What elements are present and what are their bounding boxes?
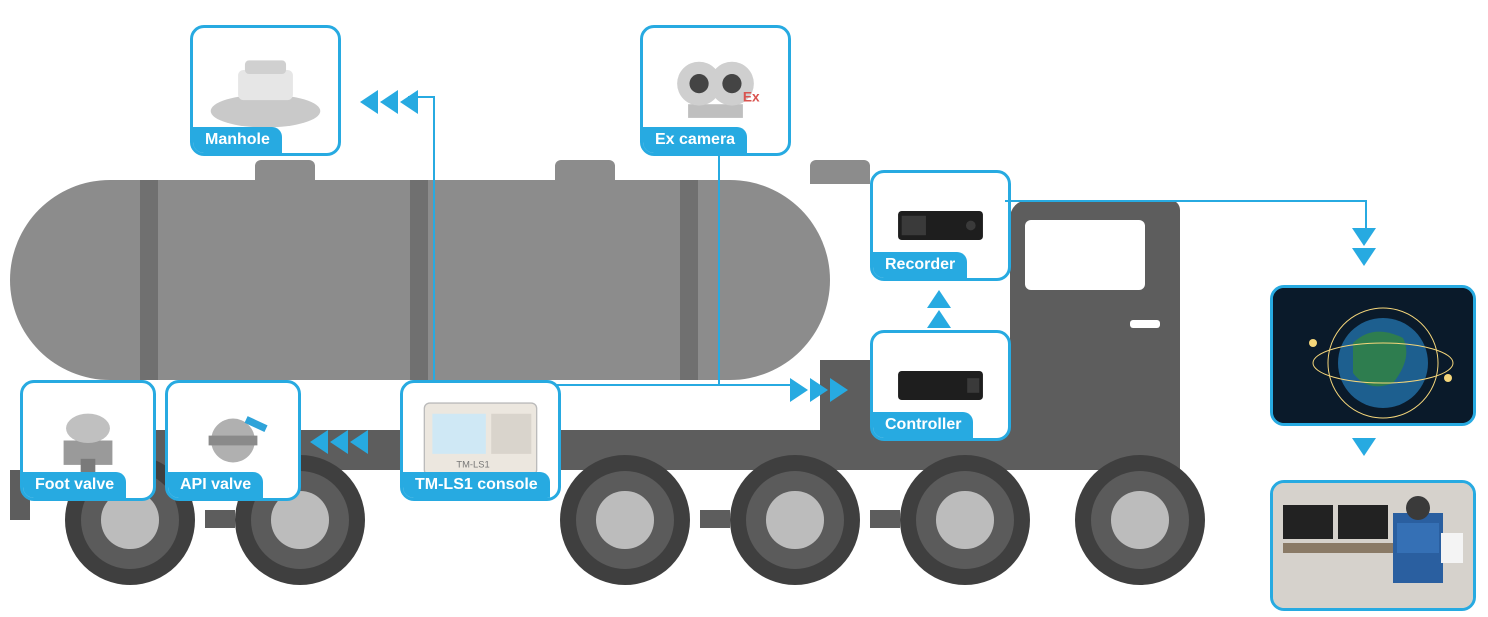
wheel-3 (730, 455, 860, 585)
cab-door-handle (1130, 320, 1160, 328)
connector-recorder-out-h (1005, 200, 1365, 202)
connector-console-to-camera-h (555, 384, 790, 386)
tank-hatch-1 (555, 160, 615, 184)
chevron-left-icon (400, 90, 418, 114)
svg-text:TM-LS1: TM-LS1 (456, 459, 489, 469)
manhole-label: Manhole (193, 127, 282, 153)
console-label: TM-LS1 console (403, 472, 550, 498)
cab-window (1025, 220, 1145, 290)
chevron-down-icon (1352, 248, 1376, 266)
tank-hatch-2 (810, 160, 870, 184)
chevron-down-icon (1352, 228, 1376, 246)
chevron-left-icon (380, 90, 398, 114)
control-station-box (1270, 480, 1476, 611)
satellite-globe-box (1270, 285, 1476, 426)
foot_valve-box: Foot valve (20, 380, 156, 501)
arrow-to-api-console-left (310, 430, 368, 454)
chevron-left-icon (310, 430, 328, 454)
arrow-controller-to-recorder-up (927, 290, 951, 328)
chevron-right-icon (810, 378, 828, 402)
recorder-box: Recorder (870, 170, 1011, 281)
chevron-left-icon (330, 430, 348, 454)
wheel-5 (1075, 455, 1205, 585)
controller-box: Controller (870, 330, 1011, 441)
arrow-globe-to-station-down (1352, 438, 1376, 456)
axle-1 (700, 510, 730, 528)
chevron-down-icon (1352, 438, 1376, 456)
connector-recorder-out-v (1365, 200, 1367, 228)
svg-text:Ex: Ex (743, 89, 760, 104)
recorder-label: Recorder (873, 252, 967, 278)
chevron-up-icon (927, 310, 951, 328)
control-station-icon (1273, 483, 1473, 608)
chevron-up-icon (927, 290, 951, 308)
tank-band-0 (140, 180, 158, 380)
controller-label: Controller (873, 412, 973, 438)
chevron-right-icon (830, 378, 848, 402)
tank-hatch-0 (255, 160, 315, 184)
wheel-4 (900, 455, 1030, 585)
api_valve-box: API valve (165, 380, 301, 501)
ex_camera-label: Ex camera (643, 127, 747, 153)
ex_camera-box: Ex Ex camera (640, 25, 791, 156)
arrow-to-controller-right (790, 378, 848, 402)
arrow-recorder-to-globe-down (1352, 228, 1376, 266)
arrow-to-manhole-left (360, 90, 418, 114)
axle-2 (870, 510, 900, 528)
tank-band-1 (410, 180, 428, 380)
connector-console-to-camera-v (718, 150, 720, 385)
tank-band-2 (680, 180, 698, 380)
wheel-2 (560, 455, 690, 585)
chevron-right-icon (790, 378, 808, 402)
axle-0 (205, 510, 235, 528)
chevron-left-icon (350, 430, 368, 454)
console-box: TM-LS1 TM-LS1 console (400, 380, 561, 501)
connector-console-up-to-manhole-level (433, 96, 435, 380)
diagram-canvas: Manhole Ex Ex camera Recorder Controller TM-L… (0, 0, 1488, 617)
api_valve-label: API valve (168, 472, 263, 498)
manhole-box: Manhole (190, 25, 341, 156)
globe-icon (1273, 288, 1473, 423)
foot_valve-label: Foot valve (23, 472, 126, 498)
chevron-left-icon (360, 90, 378, 114)
